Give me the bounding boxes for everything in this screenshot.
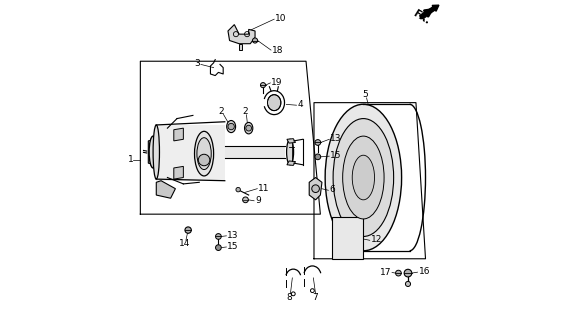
Ellipse shape: [262, 89, 286, 116]
Ellipse shape: [325, 104, 402, 251]
Polygon shape: [287, 139, 295, 143]
Ellipse shape: [343, 136, 384, 219]
Circle shape: [246, 125, 252, 131]
Text: 2: 2: [243, 107, 248, 116]
Text: 15: 15: [330, 151, 342, 160]
Text: 13: 13: [227, 231, 239, 240]
Text: 12: 12: [370, 236, 382, 244]
Polygon shape: [148, 139, 158, 165]
Ellipse shape: [153, 125, 159, 179]
Text: 6: 6: [329, 186, 335, 195]
Circle shape: [312, 185, 320, 193]
Bar: [156, 125, 225, 181]
Ellipse shape: [287, 139, 294, 165]
Text: 14: 14: [179, 239, 190, 248]
Text: 7: 7: [312, 293, 317, 302]
FancyArrow shape: [419, 5, 439, 19]
Ellipse shape: [149, 136, 157, 168]
Text: 10: 10: [275, 14, 287, 23]
Circle shape: [404, 269, 412, 277]
Polygon shape: [228, 25, 255, 44]
Text: FR.: FR.: [411, 8, 432, 26]
Text: 15: 15: [227, 242, 239, 251]
Circle shape: [253, 38, 257, 43]
Ellipse shape: [333, 119, 394, 236]
Circle shape: [315, 140, 321, 145]
Ellipse shape: [197, 138, 211, 170]
Polygon shape: [287, 161, 295, 165]
Bar: [225, 146, 285, 158]
Text: 17: 17: [380, 268, 391, 277]
Text: 3: 3: [194, 59, 200, 68]
Circle shape: [216, 234, 221, 239]
Polygon shape: [156, 181, 175, 198]
Ellipse shape: [352, 155, 374, 200]
Polygon shape: [174, 166, 183, 179]
Circle shape: [396, 270, 401, 276]
Circle shape: [260, 83, 265, 88]
Text: 4: 4: [297, 100, 303, 109]
Polygon shape: [174, 128, 183, 141]
Circle shape: [228, 123, 234, 130]
Circle shape: [315, 154, 321, 160]
Text: 16: 16: [418, 267, 430, 276]
Text: 13: 13: [330, 134, 342, 143]
Text: 8: 8: [287, 293, 293, 302]
Ellipse shape: [268, 95, 281, 111]
Ellipse shape: [264, 91, 284, 115]
Polygon shape: [309, 178, 322, 200]
Circle shape: [185, 227, 192, 233]
Circle shape: [236, 188, 241, 192]
Circle shape: [216, 245, 221, 251]
Text: 5: 5: [363, 90, 369, 99]
Polygon shape: [239, 44, 242, 50]
Text: 19: 19: [271, 78, 283, 87]
Text: 11: 11: [258, 184, 269, 193]
Circle shape: [198, 154, 210, 166]
Text: 2: 2: [219, 107, 224, 116]
Ellipse shape: [245, 123, 253, 134]
Ellipse shape: [227, 121, 235, 132]
Bar: [332, 217, 364, 259]
Text: 9: 9: [255, 196, 261, 205]
Circle shape: [242, 197, 248, 203]
Ellipse shape: [194, 131, 213, 176]
Text: 18: 18: [272, 46, 283, 55]
Text: 1: 1: [128, 156, 134, 164]
Circle shape: [406, 281, 410, 286]
